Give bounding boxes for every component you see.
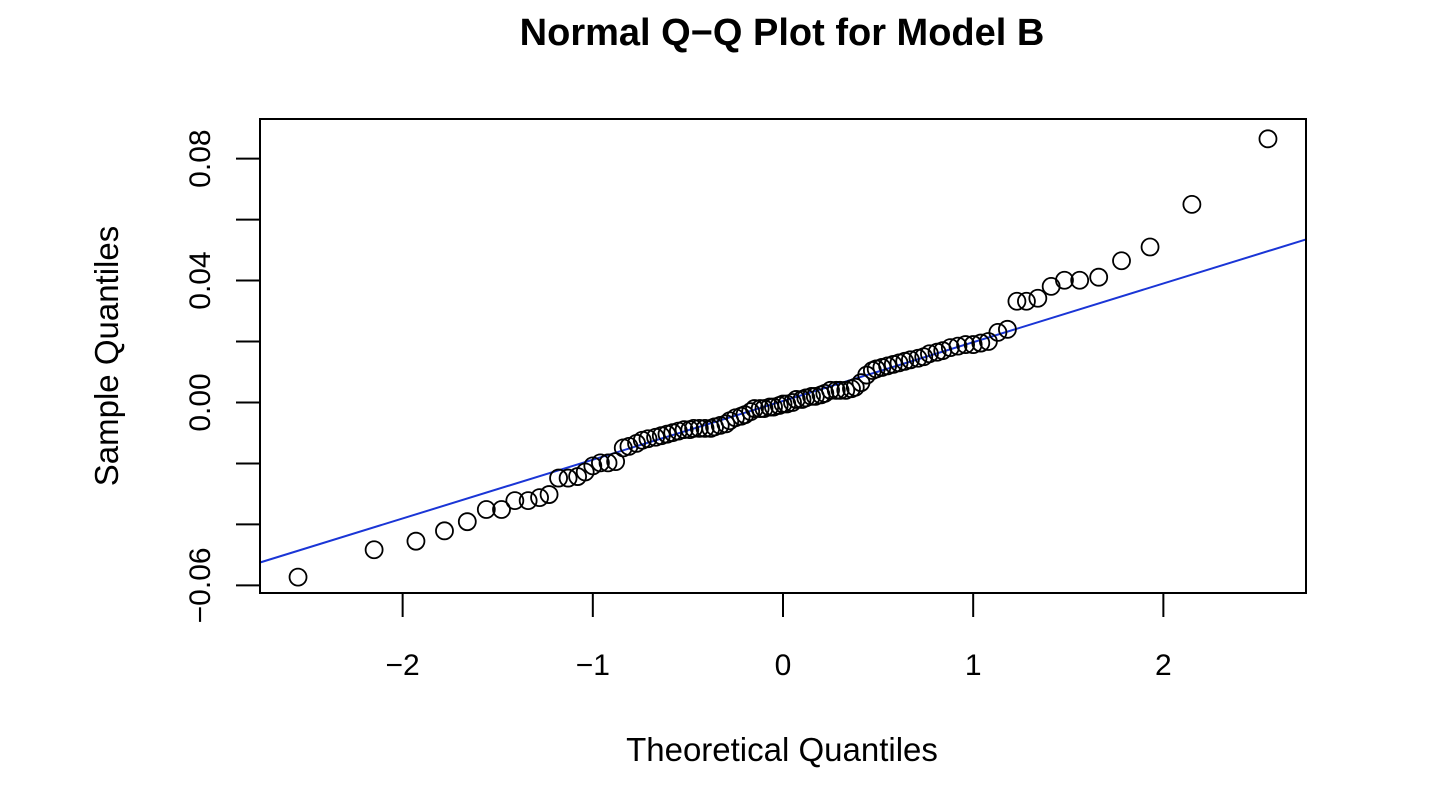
y-tick-label-5: 0.04 xyxy=(184,251,217,309)
data-point-74 xyxy=(901,350,920,370)
data-point-93 xyxy=(1070,270,1090,290)
data-point-59 xyxy=(821,380,840,400)
data-point-97 xyxy=(1182,194,1202,214)
data-point-0 xyxy=(288,567,308,587)
data-point-80 xyxy=(940,338,960,358)
data-point-51 xyxy=(783,393,802,412)
data-point-84 xyxy=(971,333,991,353)
plot-frame xyxy=(259,118,1307,594)
data-point-16 xyxy=(591,453,610,473)
data-point-91 xyxy=(1041,276,1061,296)
x-tick-label-3: 1 xyxy=(965,649,982,682)
chart-title: Normal Q−Q Plot for Model B xyxy=(520,12,1045,54)
data-point-3 xyxy=(435,521,454,541)
data-point-1 xyxy=(364,540,384,560)
data-point-7 xyxy=(505,491,525,511)
data-point-4 xyxy=(457,512,477,532)
data-points xyxy=(288,129,1278,587)
data-point-88 xyxy=(1007,291,1027,311)
data-point-77 xyxy=(920,344,939,364)
data-point-12 xyxy=(558,468,578,488)
y-tick-label-0: −0.06 xyxy=(184,547,217,623)
data-point-81 xyxy=(948,336,968,356)
data-point-9 xyxy=(530,488,549,507)
x-tick-label-2: 0 xyxy=(775,649,792,682)
y-axis: −0.06 0.00 0.04 0.08 xyxy=(184,129,261,623)
data-point-5 xyxy=(476,500,496,519)
data-point-17 xyxy=(598,453,618,473)
data-point-43 xyxy=(745,399,764,418)
x-tick-label-1: −1 xyxy=(576,649,610,682)
data-point-69 xyxy=(872,358,892,377)
data-point-82 xyxy=(956,335,975,354)
x-axis-label: Theoretical Quantiles xyxy=(626,731,938,768)
data-point-32 xyxy=(689,418,709,438)
data-point-52 xyxy=(786,390,806,409)
data-point-90 xyxy=(1028,288,1048,308)
y-axis-label: Sample Quantiles xyxy=(88,226,125,486)
data-point-37 xyxy=(716,414,736,434)
data-point-33 xyxy=(695,418,715,438)
x-axis: −2 −1 0 1 2 xyxy=(386,592,1172,682)
x-tick-label-0: −2 xyxy=(386,649,420,682)
y-tick-label-7: 0.08 xyxy=(184,129,217,187)
data-point-2 xyxy=(406,531,426,551)
data-point-98 xyxy=(1258,129,1278,149)
data-point-29 xyxy=(674,420,694,440)
data-point-6 xyxy=(492,500,511,519)
data-point-94 xyxy=(1089,267,1109,287)
data-point-66 xyxy=(857,365,877,385)
data-point-64 xyxy=(845,377,865,397)
data-point-89 xyxy=(1017,291,1036,311)
data-point-23 xyxy=(638,429,658,449)
x-tick-label-4: 2 xyxy=(1155,649,1172,682)
data-point-11 xyxy=(549,468,568,488)
plot-area xyxy=(259,118,1307,594)
data-point-86 xyxy=(988,322,1008,342)
data-point-10 xyxy=(539,485,559,504)
data-point-42 xyxy=(741,402,761,422)
data-point-92 xyxy=(1055,270,1074,290)
data-point-61 xyxy=(830,380,850,400)
data-point-95 xyxy=(1112,251,1131,271)
data-point-96 xyxy=(1140,237,1160,257)
data-point-8 xyxy=(518,491,538,511)
data-point-87 xyxy=(998,319,1017,339)
y-tick-label-3: 0.00 xyxy=(184,373,217,431)
reference-line xyxy=(259,238,1307,564)
data-point-83 xyxy=(963,335,983,354)
